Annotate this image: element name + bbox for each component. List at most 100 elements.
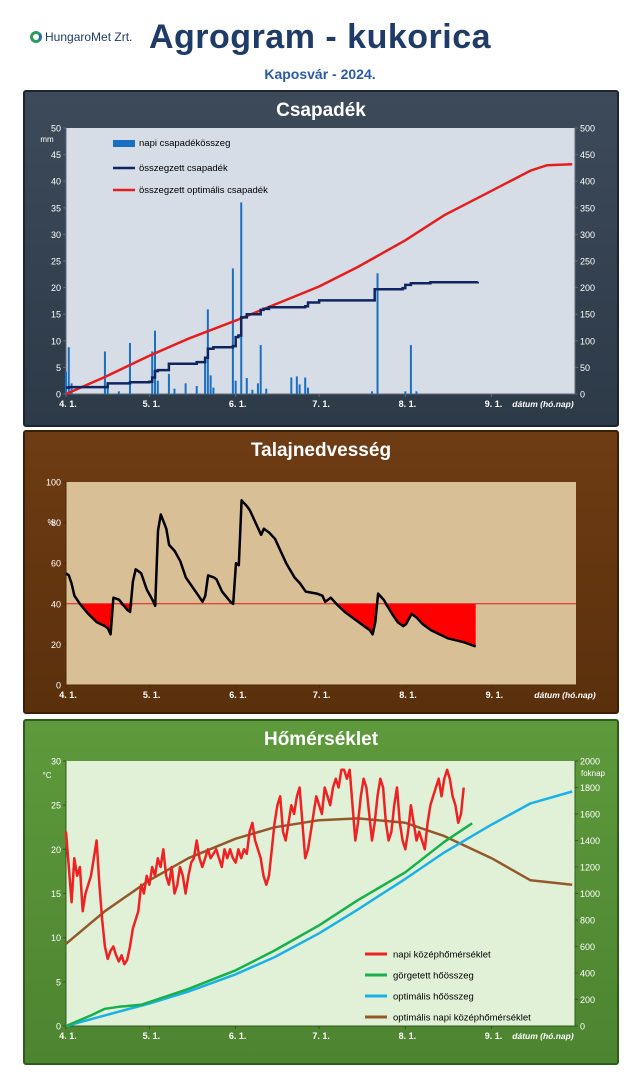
plot-area <box>66 482 576 685</box>
y-right-tick-label: 50 <box>580 363 590 373</box>
y-tick-label: 35 <box>51 203 61 213</box>
x-axis-unit: dátum (hó.nap) <box>512 399 574 409</box>
x-tick-label: 7. 1. <box>312 399 330 409</box>
precip-bar <box>404 391 407 394</box>
precip-bar <box>128 342 131 394</box>
legend-label: optimális napi középhőmérséklet <box>393 1013 531 1024</box>
x-tick-label: 9. 1. <box>485 1031 503 1041</box>
y-tick-label: 10 <box>51 336 61 346</box>
precip-bar <box>415 391 418 394</box>
soil-deficit-area <box>66 603 476 647</box>
temperature-title: Hőmérséklet <box>263 729 379 750</box>
precip-bar <box>304 377 307 394</box>
precip-bar <box>240 202 243 394</box>
logo-ring-icon <box>30 31 42 43</box>
legend-swatch <box>113 140 135 147</box>
x-tick-label: 6. 1. <box>229 690 247 700</box>
temperature-panel: Hőmérséklet 0 5 10 15 20 25 30 °C 0 200 400 600 800 1… <box>23 719 619 1065</box>
precip-bar <box>156 380 159 394</box>
axes: 0 20 40 60 80 100% 4. 1. 5. 1. 6. 1. 7. 1. 8. 1. 9.… <box>46 478 596 701</box>
y-right-tick-label: 200 <box>580 995 595 1005</box>
precip-bar <box>290 377 293 394</box>
y-axis-unit: % <box>47 518 54 527</box>
precip-bar <box>251 389 254 394</box>
y-tick-label: 40 <box>51 599 61 609</box>
legend-label: napi csapadékösszeg <box>139 138 230 149</box>
y-tick-label: 25 <box>51 257 61 267</box>
precip-bar <box>65 371 67 394</box>
precip-bar <box>370 391 373 394</box>
legend-label: összegzett optimális csapadék <box>139 185 268 196</box>
y-tick-label: 60 <box>51 559 61 569</box>
x-tick-label: 9. 1. <box>485 399 503 409</box>
precip-bar <box>265 388 268 394</box>
precip-bar <box>376 273 379 394</box>
y-right-tick-label: 0 <box>580 1022 585 1032</box>
y-tick-label: 80 <box>51 518 61 528</box>
legend-precip: napi csapadékösszeg összegzett csapadék ös… <box>113 138 268 196</box>
x-tick-label: 4. 1. <box>59 690 77 700</box>
y-tick-label: 50 <box>51 124 61 134</box>
axes: 0 5 10 15 20 25 30 °C 0 200 400 600 800 1000 1200 1400 1… <box>43 757 606 1042</box>
hungaromet-logo: HungaroMet Zrt. <box>30 30 132 44</box>
precip-bar <box>409 345 412 394</box>
y-tick-label: 15 <box>51 889 61 899</box>
y-right-tick-label: 600 <box>580 942 595 952</box>
rolling-heat-line <box>65 822 473 1028</box>
soil-moisture-panel: Talajnedvesség 0 20 40 60 80 100% 4. 1. 5. 1. 6.… <box>23 430 619 714</box>
x-axis-unit: dátum (hó.nap) <box>534 690 596 700</box>
x-tick-label: 8. 1. <box>399 399 417 409</box>
y-right-tick-label: 250 <box>580 257 595 267</box>
axes: 05101520253035404550mm050100150200250300… <box>40 124 595 410</box>
x-tick-label: 8. 1. <box>399 1031 417 1041</box>
x-tick-label: 6. 1. <box>229 1031 247 1041</box>
y-axis-right-unit: foknap <box>581 769 606 778</box>
y-tick-label: 15 <box>51 310 61 320</box>
precip-bar <box>167 373 170 394</box>
cum-precip-line <box>66 281 479 389</box>
x-axis-unit: dátum (hó.nap) <box>512 1031 574 1041</box>
plot-area <box>66 128 575 394</box>
plot-area <box>66 761 575 1026</box>
y-tick-label: 0 <box>56 390 61 400</box>
y-tick-label: 0 <box>56 1022 61 1032</box>
y-right-tick-label: 350 <box>580 203 595 213</box>
x-tick-label: 8. 1. <box>399 690 417 700</box>
y-right-tick-label: 1000 <box>580 889 600 899</box>
y-tick-label: 5 <box>56 977 61 987</box>
y-right-tick-label: 500 <box>580 124 595 134</box>
y-tick-label: 25 <box>51 801 61 811</box>
precipitation-chart: 05101520253035404550mm050100150200250300… <box>40 124 595 410</box>
y-tick-label: 10 <box>51 933 61 943</box>
legend-label: optimális hőösszeg <box>393 992 474 1003</box>
legend-label: napi középhőmérséklet <box>393 950 491 961</box>
precip-bar <box>245 378 248 394</box>
x-tick-label: 5. 1. <box>143 1031 161 1041</box>
optimal-heat-line <box>65 790 573 1028</box>
y-axis-unit: °C <box>43 771 52 780</box>
precip-bar <box>204 357 207 394</box>
y-right-tick-label: 300 <box>580 230 595 240</box>
y-right-tick-label: 200 <box>580 283 595 293</box>
x-tick-label: 6. 1. <box>229 399 247 409</box>
y-right-tick-label: 400 <box>580 177 595 187</box>
x-tick-label: 5. 1. <box>143 399 161 409</box>
legend-label: összegzett csapadék <box>139 163 228 174</box>
page-subtitle: Kaposvár - 2024. <box>264 66 376 82</box>
temperature-chart: 0 5 10 15 20 25 30 °C 0 200 400 600 800 1000 1200 1400 1… <box>43 757 606 1042</box>
y-right-tick-label: 450 <box>580 150 595 160</box>
y-axis-unit: mm <box>40 135 54 144</box>
y-tick-label: 30 <box>51 230 61 240</box>
y-right-tick-label: 2000 <box>580 757 600 767</box>
precip-bar <box>106 386 109 394</box>
y-tick-label: 5 <box>56 363 61 373</box>
precip-bar <box>195 386 198 394</box>
precip-bar <box>70 383 73 394</box>
x-tick-label: 9. 1. <box>486 690 504 700</box>
soil-moisture-chart: 0 20 40 60 80 100% 4. 1. 5. 1. 6. 1. 7. 1. 8. 1. 9.… <box>46 478 596 701</box>
precip-bar <box>256 383 259 394</box>
soil-moisture-line <box>65 499 477 648</box>
x-tick-label: 4. 1. <box>59 1031 77 1041</box>
precip-bar <box>103 351 106 394</box>
y-tick-label: 20 <box>51 283 61 293</box>
